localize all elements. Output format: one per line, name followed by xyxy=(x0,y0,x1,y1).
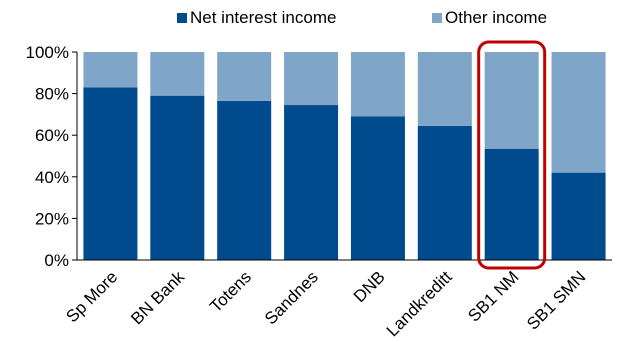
bar-net-interest-income-sb1-nm xyxy=(484,148,539,260)
legend: Net interest income Other income xyxy=(177,8,547,27)
bar-net-interest-income-sb1-smn xyxy=(551,172,606,260)
legend-swatch-net-interest-income xyxy=(177,13,187,23)
bar-other-income-dnb xyxy=(350,52,405,117)
x-tick-label-dnb: DNB xyxy=(350,267,389,306)
x-axis: Sp More BN Bank Totens Sandnes DNBLandkredit… xyxy=(62,259,612,340)
y-tick-label: 60% xyxy=(35,126,69,145)
bar-net-interest-income-totens xyxy=(217,100,272,260)
bar-other-income-bn-bank xyxy=(150,52,205,96)
bar-other-income-sandnes xyxy=(284,52,339,106)
x-tick-label-landkreditt: Landkreditt xyxy=(383,267,456,340)
x-tick-label-totens: Totens xyxy=(206,267,255,316)
legend-label-net-interest-income: Net interest income xyxy=(190,8,336,27)
legend-swatch-other-income xyxy=(432,13,442,23)
bar-net-interest-income-landkreditt xyxy=(417,125,472,260)
y-axis: 0% 20% 40% 60% 80% 100% xyxy=(26,43,78,270)
y-tick-label: 40% xyxy=(35,168,69,187)
bar-other-income-sp-more xyxy=(83,52,138,88)
y-tick-label: 100% xyxy=(26,43,69,62)
x-tick-label-sandnes: Sandnes xyxy=(261,267,322,328)
bar-other-income-landkreditt xyxy=(417,52,472,126)
highlight-box-sb1-nm xyxy=(477,40,547,270)
bar-net-interest-income-dnb xyxy=(350,116,405,260)
y-tick-label: 20% xyxy=(35,209,69,228)
bar-net-interest-income-bn-bank xyxy=(150,95,205,261)
bar-net-interest-income-sandnes xyxy=(284,105,339,260)
x-tick-label-sp-more: Sp More xyxy=(62,267,121,326)
bar-other-income-totens xyxy=(217,52,272,101)
highlight-box xyxy=(477,40,547,270)
x-tick-label-sb1-nm: SB1 NM xyxy=(464,267,522,325)
legend-label-other-income: Other income xyxy=(445,8,547,27)
bar-net-interest-income-sp-more xyxy=(83,87,138,260)
bars xyxy=(83,52,606,261)
x-tick-label-sb1-smn: SB1 SMN xyxy=(523,267,589,333)
y-tick-label: 80% xyxy=(35,85,69,104)
bar-other-income-sb1-smn xyxy=(551,52,606,173)
bar-other-income-sb1-nm xyxy=(484,52,539,149)
y-tick-label: 0% xyxy=(44,251,69,270)
x-tick-label-bn-bank: BN Bank xyxy=(127,267,188,328)
